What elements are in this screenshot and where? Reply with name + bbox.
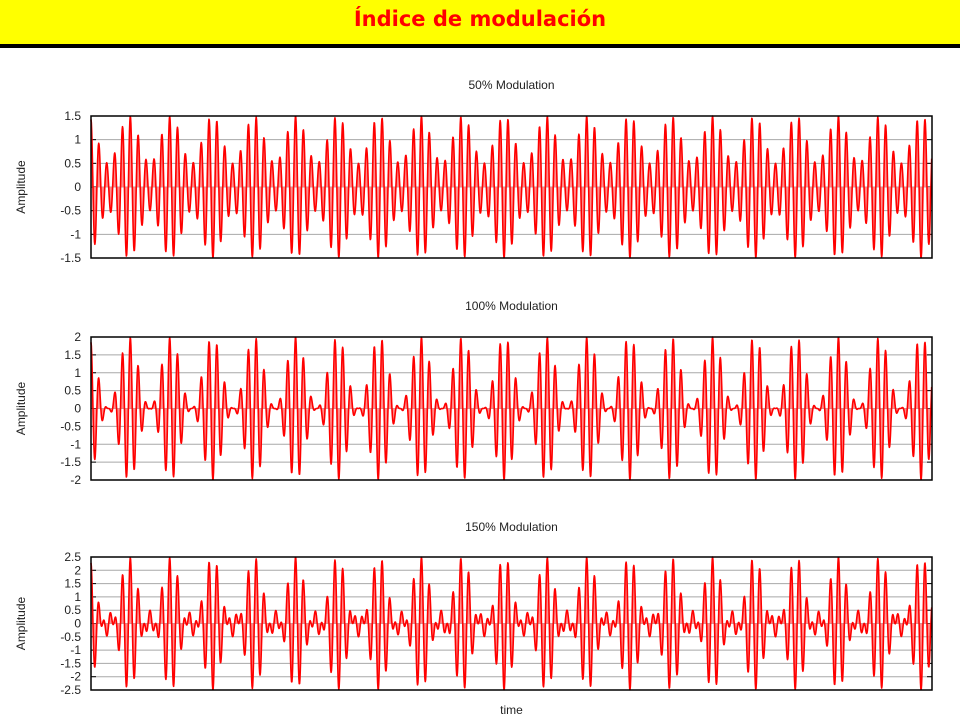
y-tick-label: -1.5 (60, 251, 81, 265)
y-tick-label: -0.5 (60, 204, 81, 218)
y-tick-label: -1.5 (60, 455, 81, 469)
y-axis-label: Amplitude (14, 382, 28, 436)
title-banner: Índice de modulación (0, 0, 960, 48)
y-tick-label: 0 (74, 402, 81, 416)
y-tick-label: -1 (70, 437, 81, 451)
charts-area: 50% Modulation Amplitude 1.5 1 0.5 0 -0.5 -1 -1.… (0, 48, 960, 720)
plot-frame (90, 336, 933, 481)
y-tick-label: 1 (74, 133, 81, 147)
y-tick-label: 2 (74, 330, 81, 344)
chart-panel: 50% Modulation Amplitude 1.5 1 0.5 0 -0.5 -1 -1.… (14, 78, 933, 265)
y-tick-label: 0.5 (64, 603, 81, 617)
signal-line (90, 115, 933, 259)
chart-title: 50% Modulation (468, 78, 554, 92)
y-tick-label: 2 (74, 563, 81, 577)
y-tick-label: -0.5 (60, 630, 81, 644)
modulation-charts: 50% ModulationAmplitude1.510.50-0.5-1-1.… (14, 78, 933, 717)
y-tick-label: -1 (70, 227, 81, 241)
signal-line (90, 336, 933, 481)
x-axis-label: time (500, 703, 523, 717)
y-tick-label: 0 (74, 617, 81, 631)
plot-frame (90, 115, 933, 259)
page-title: Índice de modulación (353, 7, 607, 31)
y-tick-label: -0.5 (60, 419, 81, 433)
chart-panel: 100% Modulation Amplitude 2 1.5 1 0.5 0 -0.5 -1 -… (14, 299, 933, 487)
y-tick-label: -2 (70, 473, 81, 487)
y-tick-label: 1 (74, 366, 81, 380)
y-tick-label: 1.5 (64, 109, 81, 123)
y-tick-label: 1 (74, 590, 81, 604)
y-tick-label: -1 (70, 643, 81, 657)
y-tick-label: 0.5 (64, 156, 81, 170)
y-axis-label: Amplitude (14, 160, 28, 214)
signal-line (90, 556, 933, 691)
chart-panel: 150% Modulation Amplitude 2.521.510.50-0.5… (14, 520, 933, 717)
y-tick-label: -2.5 (60, 683, 81, 697)
chart-title: 100% Modulation (465, 299, 558, 313)
y-axis-label: Amplitude (14, 597, 28, 651)
plot-frame (90, 556, 933, 691)
y-tick-label: 2.5 (64, 550, 81, 564)
chart-title: 150% Modulation (465, 520, 558, 534)
y-tick-label: -2 (70, 670, 81, 684)
y-tick-label: 1.5 (64, 348, 81, 362)
y-tick-label: -1.5 (60, 656, 81, 670)
y-tick-label: 1.5 (64, 577, 81, 591)
y-tick-label: 0.5 (64, 384, 81, 398)
y-tick-label: 0 (74, 180, 81, 194)
